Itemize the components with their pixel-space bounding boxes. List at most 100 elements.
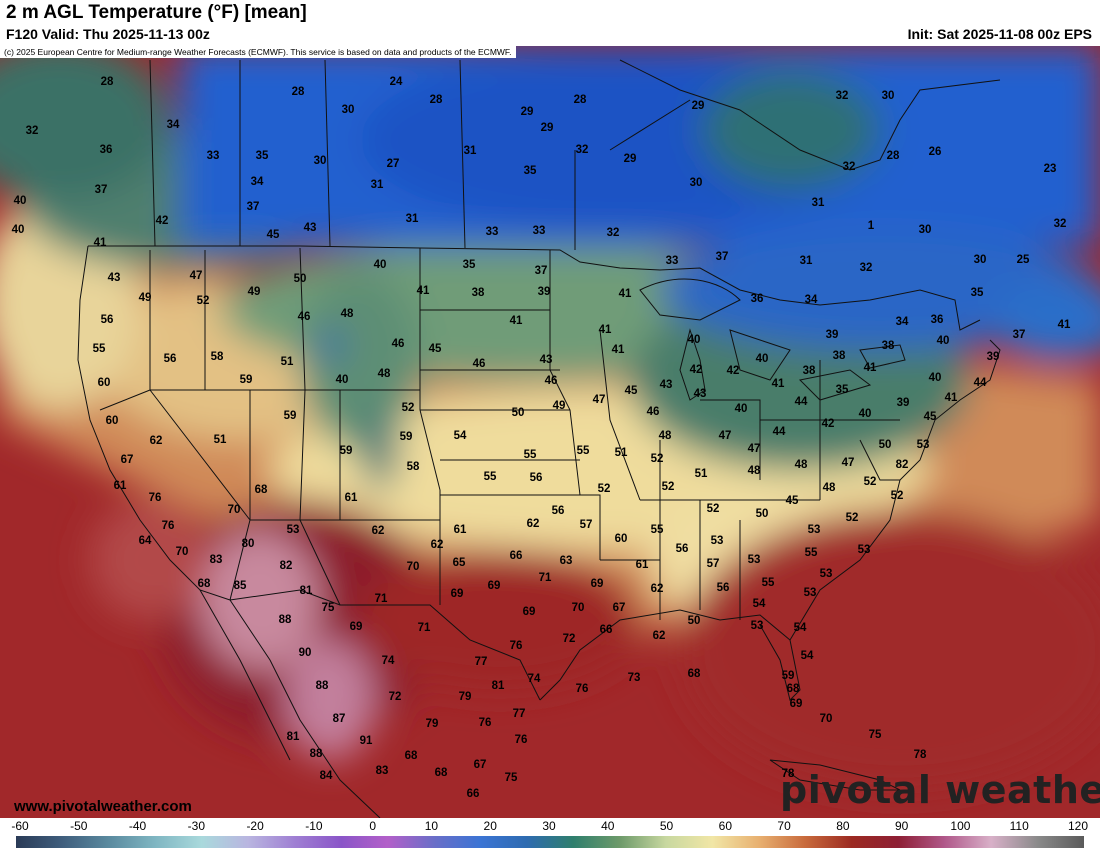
temperature-value: 35 <box>971 287 984 299</box>
temperature-value: 52 <box>197 295 210 307</box>
temperature-value: 39 <box>897 397 910 409</box>
temperature-value: 40 <box>14 195 27 207</box>
temperature-value: 68 <box>787 683 800 695</box>
temperature-value: 56 <box>717 582 730 594</box>
temperature-value: 39 <box>826 329 839 341</box>
temperature-value: 52 <box>891 490 904 502</box>
temperature-value: 49 <box>553 400 566 412</box>
temperature-value: 38 <box>882 340 895 352</box>
temperature-value: 52 <box>707 503 720 515</box>
temperature-value: 40 <box>735 403 748 415</box>
temperature-value: 28 <box>574 94 587 106</box>
temperature-value: 39 <box>987 351 1000 363</box>
colorbar-tick-label: 90 <box>894 819 909 833</box>
colorbar-tick-label: -20 <box>246 819 264 833</box>
temperature-value: 42 <box>690 364 703 376</box>
temperature-value: 41 <box>945 392 958 404</box>
temperature-value: 75 <box>322 602 335 614</box>
temperature-value: 56 <box>101 314 114 326</box>
temperature-value: 63 <box>560 555 573 567</box>
temperature-value: 51 <box>615 447 628 459</box>
temperature-value: 90 <box>299 647 312 659</box>
temperature-value: 37 <box>716 251 729 263</box>
temperature-value: 28 <box>101 76 114 88</box>
temperature-value: 76 <box>515 734 528 746</box>
temperature-value: 48 <box>748 465 761 477</box>
temperature-value: 52 <box>598 483 611 495</box>
temperature-value: 83 <box>210 554 223 566</box>
temperature-value: 53 <box>751 620 764 632</box>
temperature-value: 56 <box>676 543 689 555</box>
temperature-value: 71 <box>539 572 552 584</box>
temperature-value: 52 <box>662 481 675 493</box>
temperature-value: 28 <box>430 94 443 106</box>
temperature-value: 76 <box>576 683 589 695</box>
colorbar-tick-label: 0 <box>369 819 376 833</box>
colorbar-tick-label: 60 <box>718 819 733 833</box>
temperature-value: 61 <box>114 480 127 492</box>
temperature-value: 43 <box>304 222 317 234</box>
temperature-value: 41 <box>510 315 523 327</box>
temperature-value: 46 <box>545 375 558 387</box>
temperature-value: 48 <box>341 308 354 320</box>
temperature-value: 54 <box>753 598 766 610</box>
website-label[interactable]: www.pivotalweather.com <box>14 798 192 815</box>
temperature-value: 46 <box>647 406 660 418</box>
temperature-value: 37 <box>95 184 108 196</box>
temperature-value: 60 <box>106 415 119 427</box>
temperature-value: 54 <box>801 650 814 662</box>
colorbar-tick-label: 30 <box>542 819 556 833</box>
temperature-value: 36 <box>931 314 944 326</box>
temperature-value: 48 <box>795 459 808 471</box>
temperature-value: 37 <box>247 201 260 213</box>
temperature-value: 59 <box>284 410 297 422</box>
temperature-map[interactable]: 28 24 28 28 30 28 29 32 30 32 34 29 29 36 33 35 30 27 31 32… <box>0 46 1100 818</box>
temperature-value: 43 <box>108 272 121 284</box>
temperature-value: 31 <box>800 255 813 267</box>
temperature-value: 40 <box>937 335 950 347</box>
temperature-value: 58 <box>407 461 420 473</box>
valid-time: F120 Valid: Thu 2025-11-13 00z <box>6 26 210 42</box>
temperature-value: 67 <box>613 602 626 614</box>
temperature-value: 35 <box>524 165 537 177</box>
temperature-value: 25 <box>1017 254 1030 266</box>
temperature-value: 78 <box>782 768 795 780</box>
temperature-value: 47 <box>719 430 732 442</box>
temperature-value: 61 <box>454 524 467 536</box>
temperature-value: 30 <box>314 155 327 167</box>
temperature-value: 40 <box>929 372 942 384</box>
temperature-value: 53 <box>858 544 871 556</box>
temperature-value: 42 <box>156 215 169 227</box>
colorbar-tick-label: -60 <box>11 819 29 833</box>
temperature-value: 58 <box>211 351 224 363</box>
temperature-value: 55 <box>524 449 537 461</box>
temperature-value: 68 <box>405 750 418 762</box>
colorbar: -60 -50 -40 -30 -20 -10 0 10 20 30 40 50 60 70 80 90 100… <box>0 818 1100 850</box>
temperature-value: 32 <box>607 227 620 239</box>
temperature-value: 34 <box>805 294 818 306</box>
temperature-value: 69 <box>591 578 604 590</box>
temperature-value: 45 <box>625 385 638 397</box>
temperature-value: 68 <box>255 484 268 496</box>
temperature-value: 61 <box>636 559 649 571</box>
temperature-value: 80 <box>242 538 255 550</box>
colorbar-tick-label: -40 <box>128 819 147 833</box>
temperature-value: 31 <box>812 197 825 209</box>
temperature-value: 57 <box>580 519 593 531</box>
temperature-value: 55 <box>577 445 590 457</box>
temperature-value: 68 <box>198 578 211 590</box>
temperature-value: 32 <box>576 144 589 156</box>
colorbar-tick-label: 120 <box>1067 819 1089 833</box>
colorbar-tick-label: -50 <box>70 819 88 833</box>
copyright-notice: (c) 2025 European Centre for Medium-rang… <box>0 46 516 58</box>
temperature-value: 75 <box>505 772 518 784</box>
temperature-value: 29 <box>624 153 637 165</box>
temperature-value: 41 <box>599 324 612 336</box>
temperature-value: 82 <box>280 560 293 572</box>
temperature-value: 70 <box>572 602 585 614</box>
temperature-value: 54 <box>454 430 467 442</box>
temperature-value: 55 <box>484 471 497 483</box>
temperature-value: 40 <box>688 334 701 346</box>
temperature-value: 53 <box>917 439 930 451</box>
